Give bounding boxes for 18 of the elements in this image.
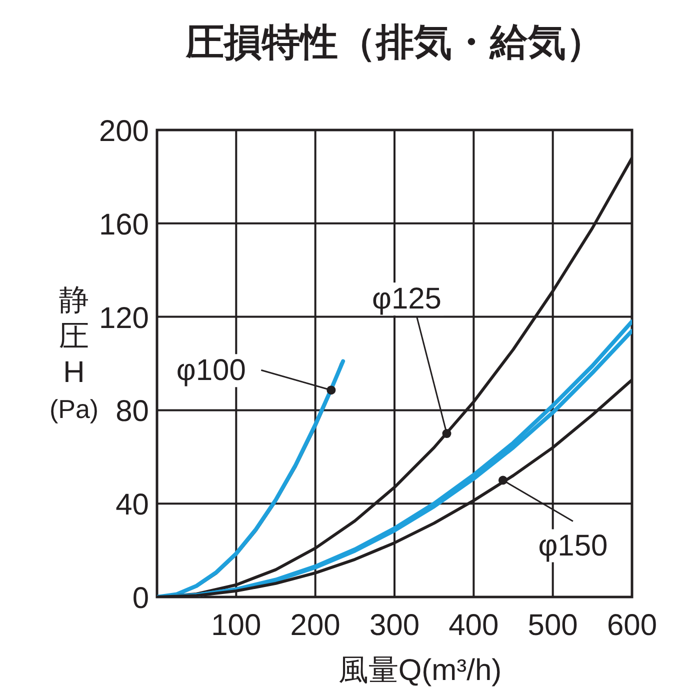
y-tick-label: 80 (116, 395, 149, 428)
annotation: φ150 (538, 529, 608, 562)
x-tick-label: 300 (369, 609, 420, 642)
y-tick-label: 200 (98, 115, 149, 148)
y-tick-label: 40 (116, 488, 149, 522)
x-tick-label: 400 (448, 609, 499, 642)
x-tick-label: 100 (211, 609, 262, 642)
x-tick-label: 600 (606, 609, 658, 642)
annotation: φ100 (176, 354, 246, 388)
y-tick-label: 0 (132, 582, 149, 615)
chart-title: 圧損特性（排気・給気） (185, 22, 604, 64)
x-tick-label: 200 (290, 609, 340, 642)
x-tick-label: 500 (528, 609, 578, 642)
y-tick-label: 160 (98, 208, 149, 242)
y-tick-label: 120 (98, 302, 149, 335)
x-axis-title: 風量Q(m³/h) (338, 654, 502, 687)
y-axis-title: 静圧H(Pa) (49, 284, 99, 424)
annotation: φ125 (372, 282, 442, 316)
